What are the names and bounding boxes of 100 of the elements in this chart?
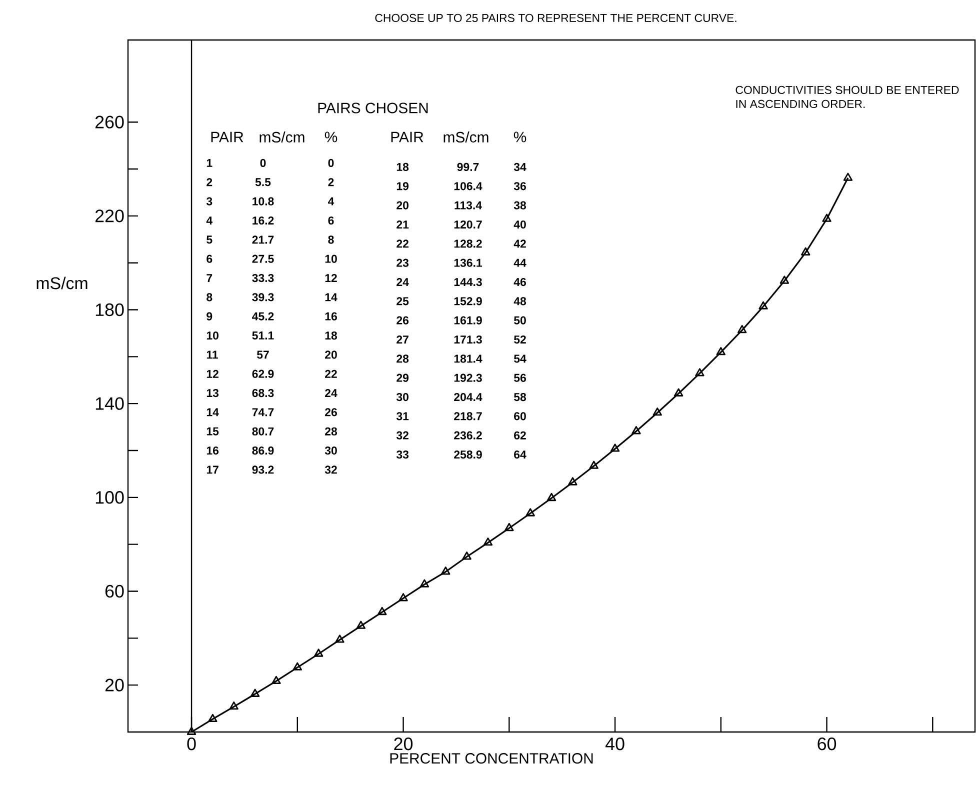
x-tick-label: 60 bbox=[818, 738, 836, 750]
annotation: mS/cm bbox=[260, 132, 304, 142]
annotation: 144.3 bbox=[454, 278, 482, 286]
text: PAIR bbox=[391, 132, 424, 142]
annotation: 13 bbox=[206, 388, 219, 398]
annotation: 57 bbox=[256, 350, 269, 359]
annotation: 27.5 bbox=[252, 254, 274, 263]
annotation: 8 bbox=[328, 236, 334, 244]
annotation: 33 bbox=[396, 450, 409, 459]
annotation: 24 bbox=[325, 389, 338, 398]
x-tick-label: 20 bbox=[394, 738, 413, 750]
annotation: 62.9 bbox=[252, 370, 274, 378]
x-axis-title: PERCENT CONCENTRATION bbox=[390, 753, 593, 764]
annotation: 42 bbox=[514, 240, 526, 248]
x-tick-label: 40 bbox=[605, 738, 624, 750]
annotation: 4 bbox=[328, 197, 334, 206]
annotation: 56 bbox=[514, 374, 526, 382]
annotation: 22 bbox=[396, 240, 408, 248]
annotation: 1 bbox=[206, 159, 212, 167]
text: CHOOSE UP TO 25 PAIRS TO REPRESENT THE PERCENT CURVE. bbox=[375, 14, 736, 22]
annotation: 48 bbox=[514, 297, 526, 306]
annotation: 4 bbox=[206, 216, 213, 224]
annotation: 17 bbox=[206, 466, 218, 474]
annotation: 2 bbox=[206, 178, 212, 186]
annotation: 29 bbox=[396, 374, 409, 382]
annotation: 21 bbox=[396, 220, 409, 229]
annotation: 6 bbox=[206, 254, 212, 263]
annotation: 192.3 bbox=[454, 374, 482, 382]
annotation: 32 bbox=[396, 431, 408, 440]
annotation: 181.4 bbox=[454, 354, 482, 363]
annotation: 236.2 bbox=[454, 431, 482, 440]
annotation: 54 bbox=[514, 354, 526, 363]
annotation: 28 bbox=[396, 354, 409, 363]
annotation: 27 bbox=[396, 336, 408, 344]
annotation: 50 bbox=[514, 316, 526, 324]
annotation: 64 bbox=[514, 450, 526, 459]
y-axis-title: mS/cm bbox=[36, 276, 88, 290]
annotation: 20 bbox=[396, 201, 408, 210]
annotation: 9 bbox=[206, 312, 212, 320]
annotation: 258.9 bbox=[454, 450, 482, 459]
annotation: 161.9 bbox=[454, 316, 482, 324]
annotation: 30 bbox=[324, 446, 337, 455]
annotation: 8 bbox=[206, 293, 212, 302]
annotation: 11 bbox=[206, 350, 218, 359]
annotation: 36 bbox=[514, 182, 526, 190]
annotation: 20 bbox=[325, 350, 337, 359]
annotation: 44 bbox=[514, 258, 526, 267]
annotation: 26 bbox=[325, 408, 337, 416]
annotation: 10 bbox=[206, 331, 218, 340]
annotation: 40 bbox=[514, 220, 526, 229]
y-tick-label: 140 bbox=[96, 397, 124, 410]
annotation: 51.1 bbox=[252, 332, 274, 340]
annotation: 0 bbox=[328, 158, 334, 168]
annotation: 10 bbox=[325, 254, 337, 263]
annotation: 34 bbox=[514, 162, 526, 172]
annotation: IN ASCENDING ORDER. bbox=[736, 100, 865, 108]
y-tick-label: 60 bbox=[105, 584, 124, 598]
annotation: CONDUCTIVITIES SHOULD BE ENTERED bbox=[736, 86, 959, 94]
annotation: 6 bbox=[328, 216, 334, 225]
annotation: 113.4 bbox=[454, 201, 482, 210]
annotation: 62 bbox=[514, 431, 526, 440]
annotation: 136.1 bbox=[454, 258, 482, 267]
annotation: 74.7 bbox=[252, 408, 274, 416]
annotation: 204.4 bbox=[454, 392, 482, 402]
annotation: 30 bbox=[396, 392, 408, 402]
annotation: 106.4 bbox=[454, 182, 482, 190]
annotation: % bbox=[324, 132, 338, 142]
annotation: 21.7 bbox=[252, 236, 274, 244]
annotation: 32 bbox=[324, 466, 337, 474]
annotation: 16.2 bbox=[252, 216, 274, 225]
annotation: 23 bbox=[396, 258, 409, 267]
annotation: 52 bbox=[514, 335, 526, 344]
annotation: 26 bbox=[396, 316, 409, 324]
annotation: 171.3 bbox=[454, 335, 482, 344]
annotation: 33.3 bbox=[252, 274, 274, 282]
annotation: 5 bbox=[206, 236, 212, 244]
annotation: 2 bbox=[328, 178, 334, 186]
annotation: 5.5 bbox=[255, 178, 271, 186]
x-tick-label: 0 bbox=[187, 738, 196, 750]
y-tick-label: 260 bbox=[95, 116, 124, 128]
annotation: 10.8 bbox=[252, 197, 274, 206]
annotation: 128.2 bbox=[454, 240, 482, 248]
annotation: 7 bbox=[206, 274, 212, 282]
annotation: 12 bbox=[325, 274, 337, 282]
annotation: 93.2 bbox=[252, 466, 274, 474]
annotation: PAIRS CHOSEN bbox=[318, 102, 428, 114]
annotation: 28 bbox=[325, 427, 338, 436]
annotation: 14 bbox=[206, 408, 219, 416]
annotation: 19 bbox=[396, 182, 409, 190]
annotation: 18 bbox=[396, 162, 409, 172]
annotation: 16 bbox=[206, 446, 219, 455]
annotation: 39.3 bbox=[252, 293, 274, 302]
annotation: 12 bbox=[206, 370, 218, 378]
y-tick-label: 20 bbox=[105, 678, 124, 692]
annotation: 46 bbox=[514, 278, 526, 286]
annotation: 0 bbox=[260, 158, 266, 168]
annotation: 15 bbox=[206, 427, 219, 436]
annotation: 18 bbox=[325, 331, 338, 340]
text: % bbox=[514, 132, 526, 142]
annotation: 25 bbox=[396, 297, 409, 306]
